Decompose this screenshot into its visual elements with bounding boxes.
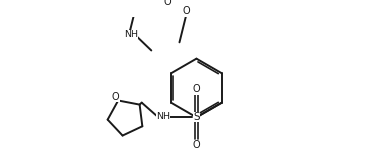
Text: O: O xyxy=(192,84,200,94)
Text: O: O xyxy=(192,140,200,150)
Text: NH: NH xyxy=(124,30,138,39)
Text: O: O xyxy=(164,0,171,7)
Text: O: O xyxy=(112,92,120,102)
Text: NH: NH xyxy=(156,112,170,121)
Text: S: S xyxy=(193,112,200,122)
Text: O: O xyxy=(183,6,191,16)
